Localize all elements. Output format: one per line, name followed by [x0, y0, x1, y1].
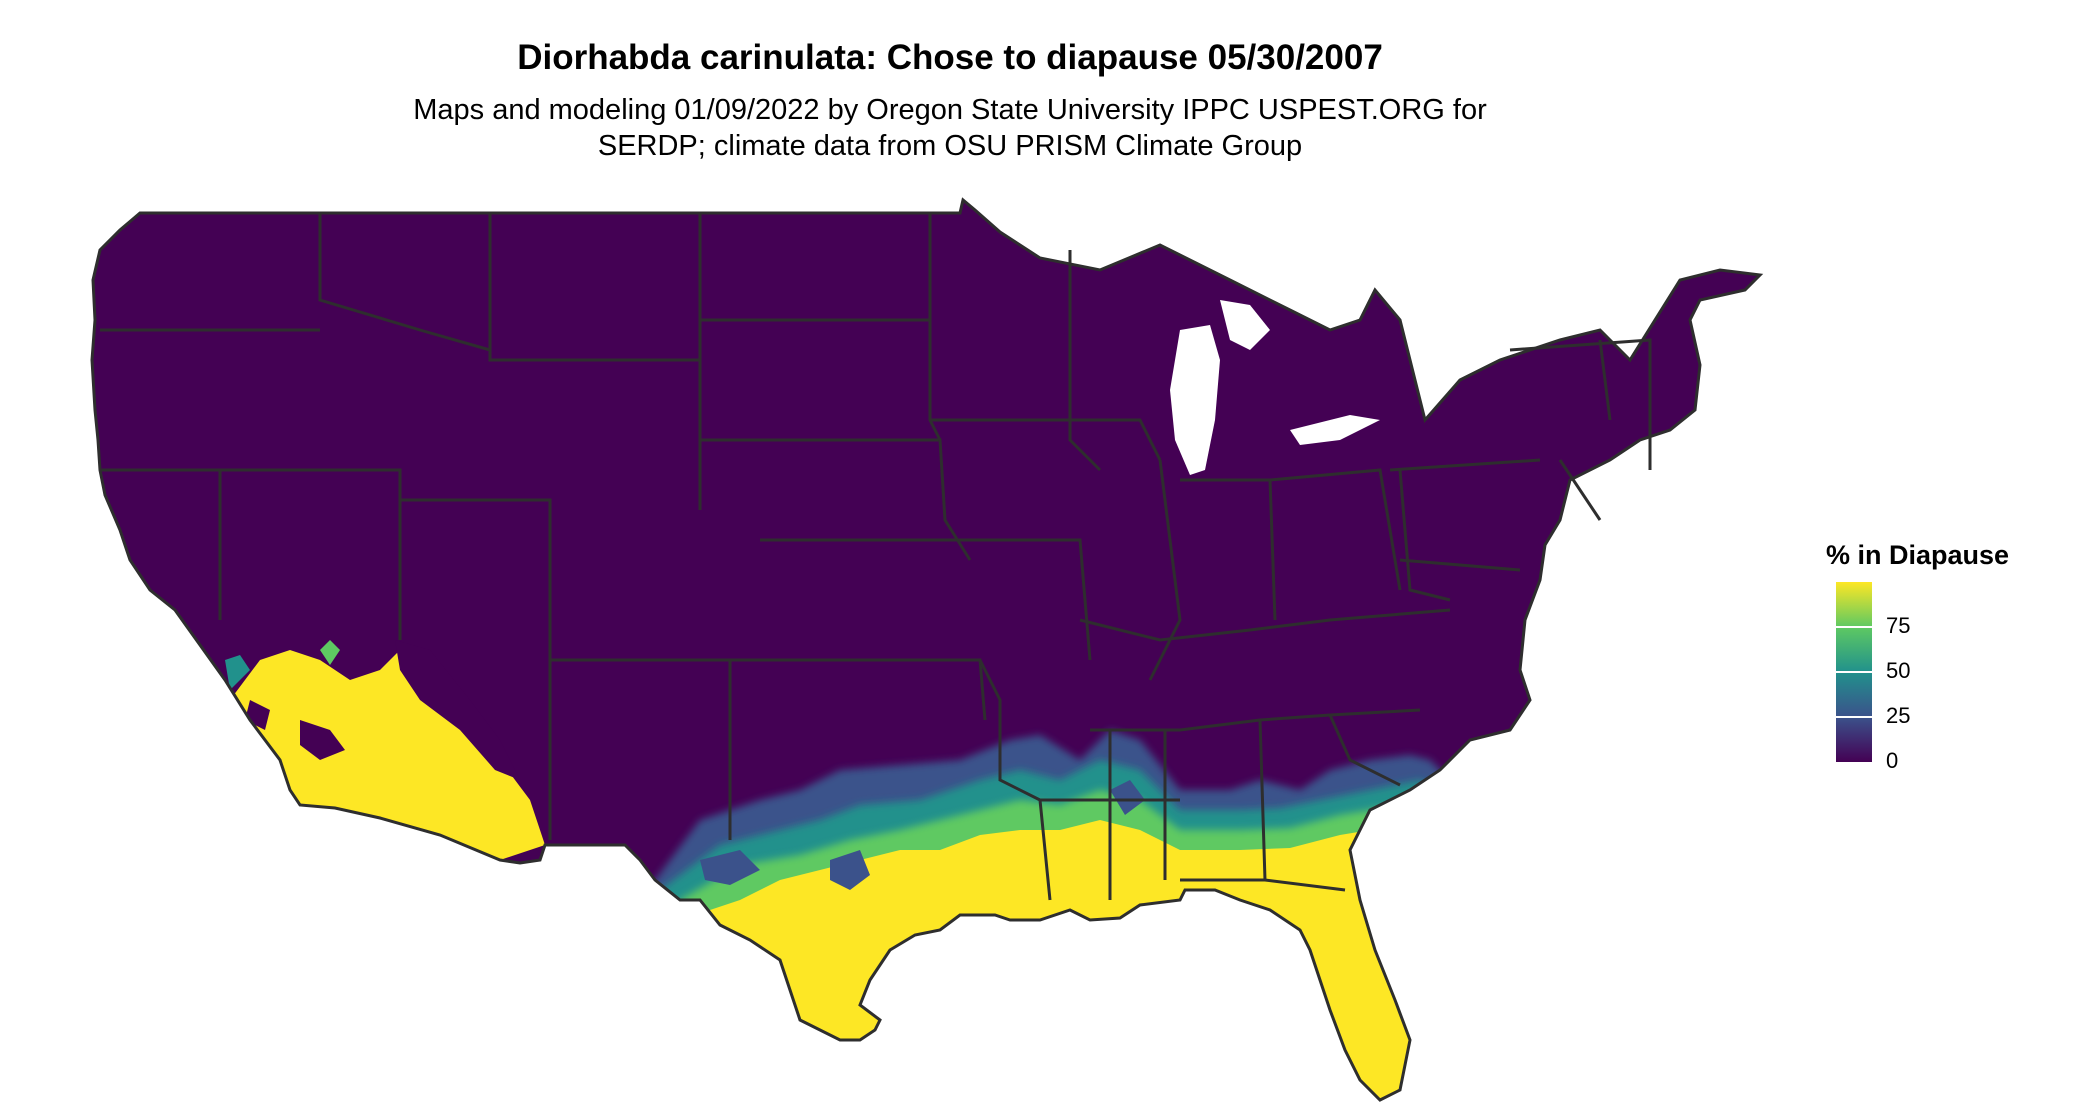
legend: % in Diapause 75 50 25 0 — [1826, 540, 2010, 773]
lake-michigan — [1170, 325, 1220, 475]
legend-tick-label-0: 0 — [1886, 748, 1899, 773]
map-subtitle: Maps and modeling 01/09/2022 by Oregon S… — [0, 92, 1900, 164]
legend-tick-label-75: 75 — [1886, 613, 1911, 638]
legend-tick-mark-50 — [1836, 671, 1872, 673]
legend-tick-mark-75 — [1836, 626, 1872, 628]
high-diapause-southwest — [230, 650, 545, 860]
legend-tick-label-25: 25 — [1886, 703, 1911, 728]
subtitle-line-1: Maps and modeling 01/09/2022 by Oregon S… — [413, 94, 1487, 126]
legend-tick-mark-25 — [1836, 716, 1872, 718]
lake-huron-bay — [1220, 300, 1270, 350]
legend-tick-label-50: 50 — [1886, 658, 1911, 683]
state-borders — [100, 213, 1652, 901]
legend-title: % in Diapause — [1826, 540, 2010, 570]
lake-erie — [1290, 415, 1380, 445]
map-title: Diorhabda carinulata: Chose to diapause … — [517, 38, 1383, 77]
subtitle-line-2: SERDP; climate data from OSU PRISM Clima… — [597, 130, 1303, 162]
us-landmass — [92, 200, 1760, 1100]
